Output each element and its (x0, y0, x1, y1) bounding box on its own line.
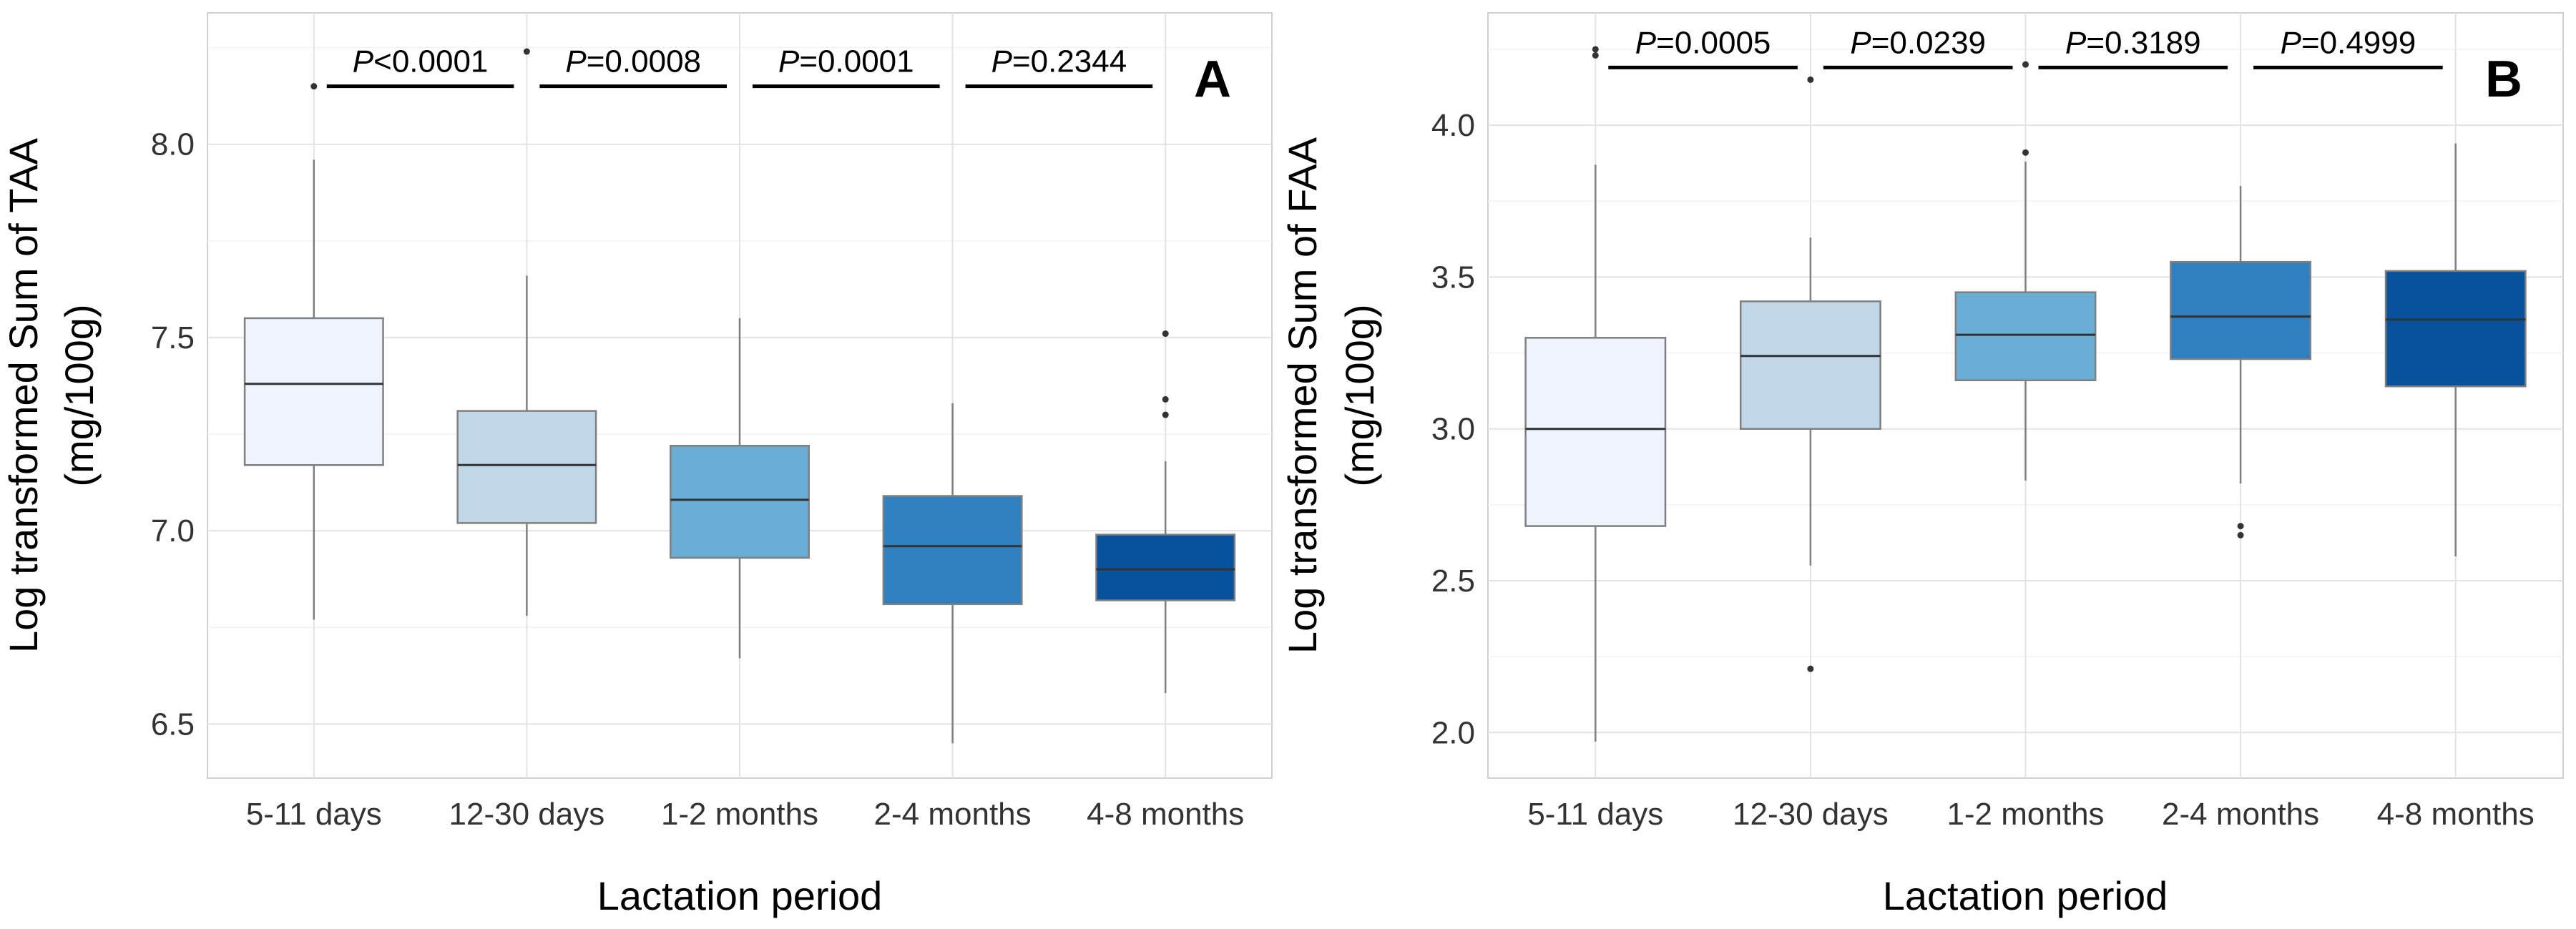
p-value-label: P=0.0005 (1635, 25, 1771, 60)
p-value: <0.0001 (373, 44, 488, 79)
x-tick-label: 4-8 months (1087, 797, 1244, 832)
p-symbol: P (991, 44, 1013, 79)
p-symbol: P (2281, 25, 2302, 60)
p-symbol: P (1850, 25, 1871, 60)
p-value-label: P=0.0001 (778, 44, 914, 79)
p-value: =0.0239 (1871, 25, 1986, 60)
panel-a: 6.5 7.0 7.5 8.0 5-11 days 12-30 days 1-2 month… (1, 12, 1273, 918)
p-symbol: P (778, 44, 800, 79)
p-symbol: P (1635, 25, 1657, 60)
y-tick-label: 7.5 (151, 320, 195, 355)
p-value: =0.0005 (1656, 25, 1771, 60)
panel-letter: A (1194, 51, 1231, 108)
y-tick-label: 8.0 (151, 127, 195, 162)
x-tick-label: 12-30 days (449, 797, 605, 832)
x-tick-label: 1-2 months (1946, 797, 2104, 832)
x-tick-label: 2-4 months (2162, 797, 2319, 832)
p-value: =0.3189 (2086, 25, 2200, 60)
y-axis-title: Log transformed Sum of TAA (1, 137, 46, 653)
x-tick-label: 2-4 months (874, 797, 1032, 832)
box (243, 317, 384, 466)
panel-letter: B (2485, 51, 2522, 108)
p-value-label: P=0.4999 (2281, 25, 2416, 60)
box (882, 495, 1023, 606)
box (456, 410, 597, 524)
outlier-point (310, 83, 318, 90)
y-tick-label: 7.0 (151, 513, 195, 549)
y-tick-label: 3.5 (1431, 260, 1475, 295)
p-value-label: P=0.2344 (991, 44, 1127, 79)
box (1739, 300, 1881, 430)
box (1954, 291, 2097, 382)
p-symbol: P (353, 44, 374, 79)
outlier-point (1592, 46, 1599, 53)
p-symbol: P (2065, 25, 2087, 60)
p-symbol: P (565, 44, 587, 79)
x-tick-label: 5-11 days (246, 797, 382, 832)
x-tick-label: 1-2 months (661, 797, 818, 832)
outlier-point (2237, 531, 2244, 539)
p-value: =0.2344 (1012, 44, 1127, 79)
p-value-label: P=0.0008 (565, 44, 701, 79)
y-tick-label: 2.5 (1431, 564, 1475, 599)
panel-b: 2.0 2.5 3.0 3.5 4.0 5-11 days 12-30 days 1-2 mo… (1280, 12, 2564, 918)
outlier-point (1592, 51, 1599, 59)
y-axis-unit: (mg/100g) (1337, 304, 1382, 486)
x-tick-label: 5-11 days (1527, 797, 1663, 832)
y-axis-title: Log transformed Sum of FAA (1280, 137, 1325, 654)
p-value-label: P=0.3189 (2065, 25, 2201, 60)
p-value: =0.0001 (799, 44, 914, 79)
box (2170, 260, 2312, 360)
x-tick-label: 12-30 days (1733, 797, 1889, 832)
box (1095, 534, 1236, 601)
y-tick-label: 2.0 (1431, 715, 1475, 750)
x-axis-title: Lactation period (597, 873, 883, 918)
outlier-point (1807, 665, 1814, 672)
y-tick-label: 3.0 (1431, 412, 1475, 447)
box (670, 445, 810, 559)
y-axis-unit: (mg/100g) (57, 304, 102, 486)
outlier-point (2237, 523, 2244, 530)
outlier-point (1162, 330, 1169, 338)
x-tick-label: 4-8 months (2377, 797, 2535, 832)
outlier-point (1162, 395, 1169, 403)
p-value: =0.0008 (587, 44, 701, 79)
p-value-label: P=0.0239 (1850, 25, 1986, 60)
y-tick-label: 6.5 (151, 707, 195, 742)
p-value-label: P<0.0001 (353, 44, 489, 79)
outlier-point (2022, 149, 2029, 156)
p-value: =0.4999 (2301, 25, 2416, 60)
box (1524, 337, 1667, 527)
outlier-point (523, 48, 530, 55)
y-tick-label: 4.0 (1431, 108, 1475, 143)
x-axis-title: Lactation period (1883, 873, 2168, 918)
outlier-point (1162, 411, 1169, 418)
box (2384, 270, 2527, 388)
outlier-point (2022, 61, 2029, 68)
outlier-point (1807, 76, 1814, 83)
